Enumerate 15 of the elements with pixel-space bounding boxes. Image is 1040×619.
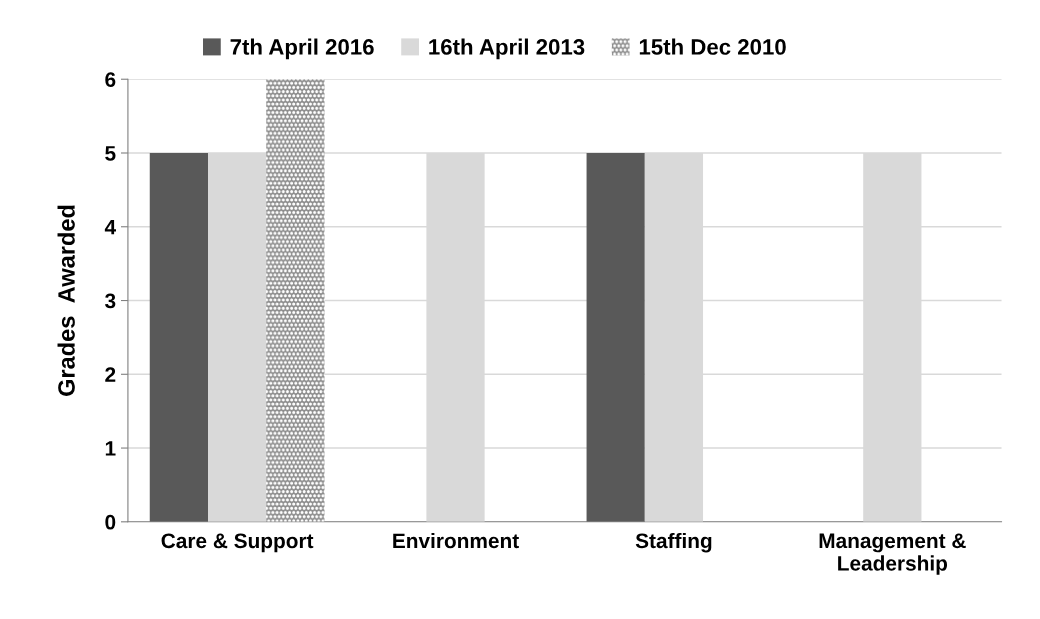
x-tick-label: Staffing: [635, 532, 712, 553]
legend-label: 15th Dec 2010: [639, 38, 786, 55]
x-tick-label: Environment: [393, 532, 519, 549]
y-tick-label: 2: [105, 367, 116, 382]
x-tick-label: Care & Support: [161, 533, 314, 553]
y-tick-label: 6: [105, 72, 116, 87]
legend-label: 16th April 2013: [429, 38, 585, 60]
legend-label: 7th April 2016: [230, 38, 374, 60]
y-tick-label: 3: [105, 293, 116, 309]
y-axis-title: Grades Awarded: [57, 205, 75, 396]
y-tick-label: 4: [104, 219, 116, 235]
x-tick-label: Management & Leadership: [819, 533, 966, 575]
y-tick-label: 5: [105, 146, 116, 161]
y-tick-label: 1: [105, 441, 116, 456]
y-tick-label: 0: [105, 514, 116, 530]
